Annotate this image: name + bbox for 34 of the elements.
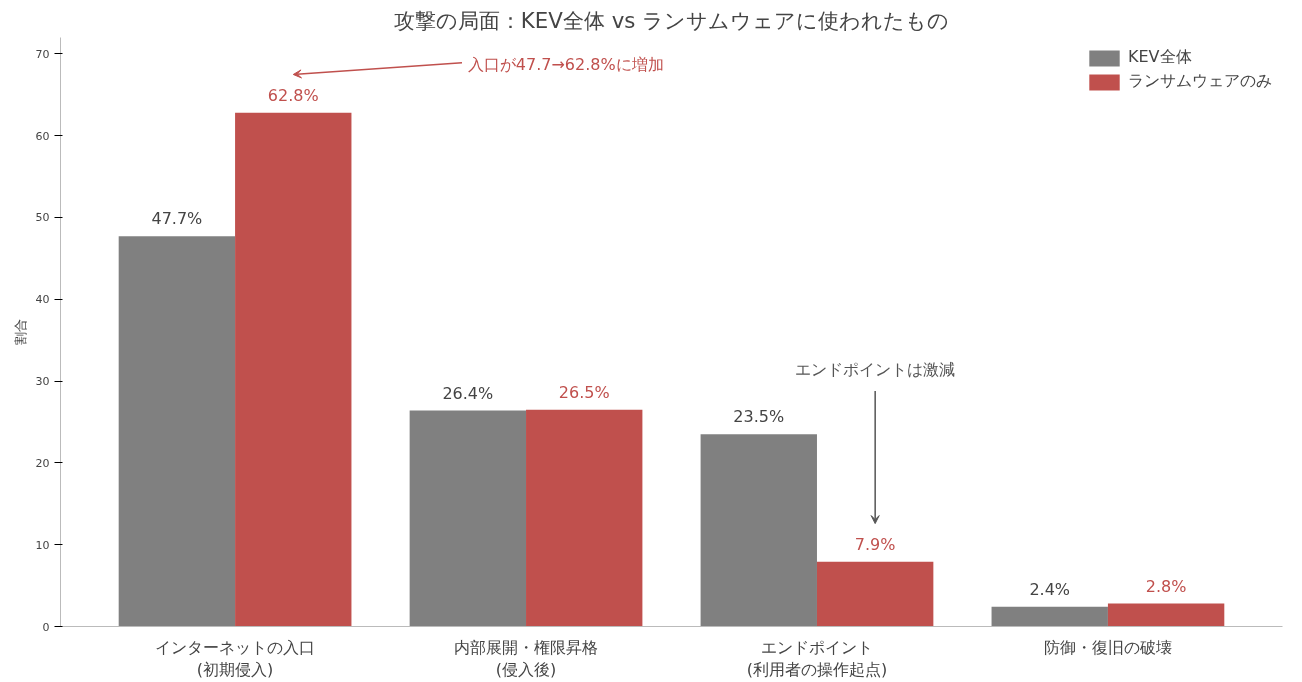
- x-tick-label: インターネットの入口 (初期侵入): [155, 637, 316, 680]
- data-label: 7.9%: [854, 534, 896, 554]
- x-tick-label: エンドポイント (利用者の操作起点): [746, 637, 888, 680]
- bar: [409, 410, 527, 627]
- annotation: エンドポイントは激減: [795, 360, 956, 380]
- bar: [235, 112, 352, 627]
- y-tick-label: 10: [35, 538, 50, 552]
- bar: [991, 606, 1108, 627]
- y-tick-label: 0: [42, 620, 50, 634]
- y-tick-label: 60: [35, 129, 50, 143]
- data-label: 23.5%: [733, 407, 785, 427]
- data-label: 62.8%: [267, 85, 319, 105]
- y-tick-label: 20: [35, 456, 50, 470]
- x-tick-label: 防御・復旧の破壊: [1043, 637, 1172, 657]
- data-label: 26.4%: [442, 383, 494, 403]
- x-tick-label: 内部展開・権限昇格 (侵入後): [454, 637, 599, 680]
- chart-title: 攻撃の局面：KEV全体 vs ランサムウェアに使われたもの: [393, 7, 950, 33]
- y-tick-label: 50: [35, 211, 50, 225]
- data-label: 2.4%: [1029, 579, 1071, 599]
- data-label: 26.5%: [558, 382, 610, 402]
- data-label: 47.7%: [151, 209, 203, 229]
- y-tick-label: 30: [35, 375, 50, 389]
- y-tick-label: 70: [35, 47, 50, 61]
- annotation: 入口が47.7→62.8%に増加: [467, 55, 664, 75]
- bar: [526, 409, 643, 627]
- y-tick-label: 40: [35, 293, 50, 307]
- legend-label: ランサムウェアのみ: [1128, 71, 1272, 92]
- bar: [118, 236, 236, 627]
- bar: [1107, 603, 1225, 627]
- legend-label: KEV全体: [1128, 47, 1192, 68]
- y-axis-title: 割合: [12, 319, 28, 345]
- data-label: 2.8%: [1145, 576, 1187, 596]
- bar: [700, 434, 817, 627]
- bar: [816, 561, 934, 627]
